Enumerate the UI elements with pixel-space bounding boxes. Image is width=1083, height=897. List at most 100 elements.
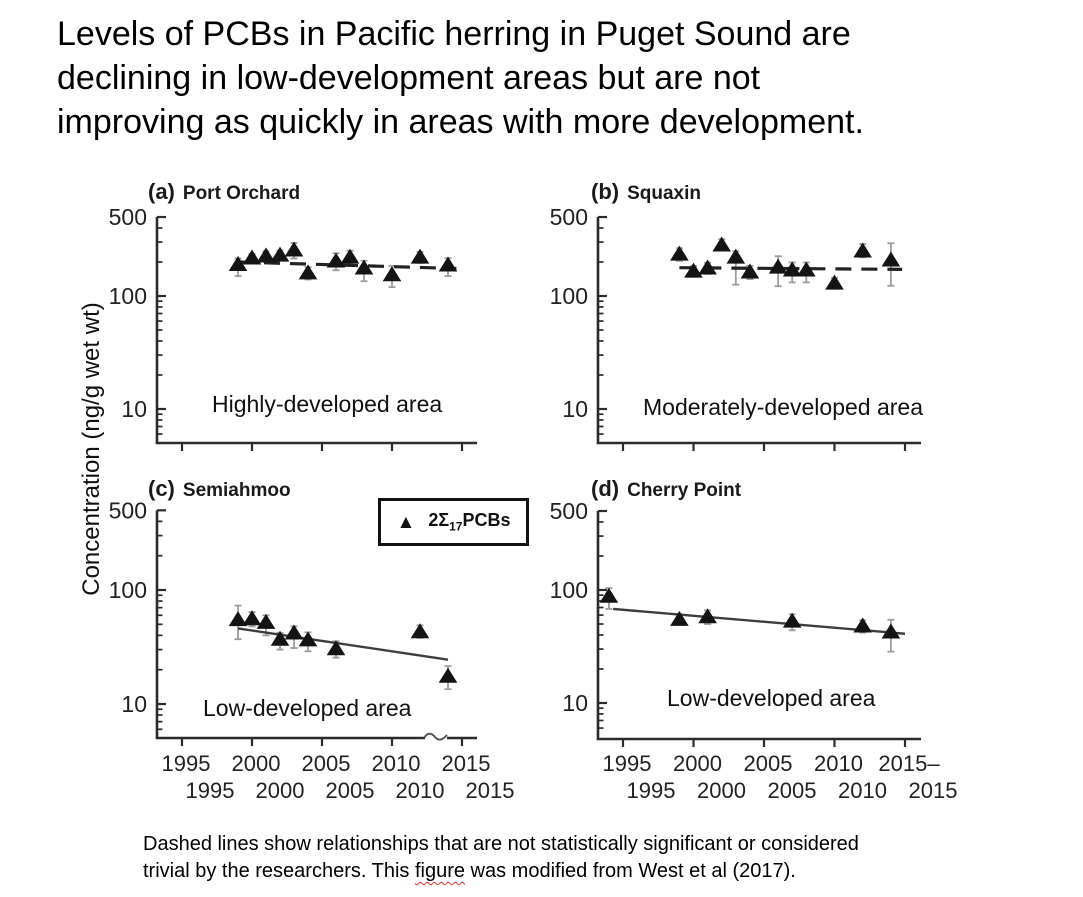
x-tick-label-row1: 1995: [603, 751, 652, 776]
data-point-triangle: [410, 248, 430, 264]
data-point-triangle: [797, 261, 816, 277]
data-point-triangle: [284, 241, 304, 257]
data-point-triangle: [382, 266, 402, 282]
data-point-triangle: [853, 242, 872, 258]
data-point-triangle: [256, 247, 276, 263]
data-point-triangle: [670, 245, 689, 261]
legend-label-suffix: PCBs: [462, 510, 511, 531]
data-point-triangle: [438, 256, 458, 272]
panel-b-chart: 500 100 10: [550, 204, 921, 451]
x-tick-label-row1: 2010: [814, 751, 863, 776]
data-point-triangle: [298, 264, 318, 280]
data-point-triangle: [853, 617, 872, 633]
data-point-triangle: [270, 630, 290, 646]
legend-label-prefix: 2Σ: [428, 510, 450, 531]
data-point-triangle: [782, 261, 802, 277]
y-tick-label: 500: [109, 497, 147, 523]
data-point-triangle: [228, 256, 248, 272]
trend-line-solid: [237, 627, 449, 661]
x-tick-label-row2: 2010: [838, 778, 887, 803]
panel-c-area-label: Low-developed area: [203, 695, 412, 721]
x-tick-label-row2: 1995: [627, 778, 676, 803]
x-tick-label-row2: 2010: [396, 778, 445, 803]
panel-a-site: Port Orchard: [182, 183, 301, 204]
axis-break-mark: [423, 732, 448, 741]
panel-b-area-label: Moderately-developed area: [643, 394, 924, 420]
filled-triangle-icon: ▲: [396, 511, 416, 533]
data-point-triangle: [684, 262, 703, 278]
data-point-triangle: [740, 263, 760, 279]
x-tick-label-row2: 2000: [256, 778, 305, 803]
x-tick-label-row1: 2015: [442, 751, 491, 776]
data-point-triangle: [242, 610, 262, 626]
data-point-triangle: [270, 246, 290, 262]
panel-d-area-label: Low-developed area: [667, 685, 876, 711]
panel-c-site: Semiahmoo: [182, 480, 291, 501]
data-point-triangle: [881, 251, 901, 267]
page-title: Levels of PCBs in Pacific herring in Pug…: [57, 12, 1037, 144]
panel-d-tag: (d): [591, 476, 620, 501]
trend-line-dashed: [237, 260, 457, 271]
data-point-triangle: [881, 623, 901, 639]
legend-label: 2Σ17PCBs: [428, 510, 510, 534]
panel-c-title: (c) Semiahmoo: [148, 476, 291, 502]
x-tick-label-row1: 2010: [372, 751, 421, 776]
data-point-triangle: [354, 259, 374, 275]
x-tick-label-row1: 1995: [162, 751, 211, 776]
data-point-triangle: [726, 248, 746, 264]
legend-label-subscript: 17: [449, 519, 463, 534]
panel-a-area-label: Highly-developed area: [212, 391, 443, 417]
panel-a-tag: (a): [148, 179, 175, 204]
panel-d-title: (d) Cherry Point: [591, 476, 741, 502]
y-tick-label: 100: [109, 577, 147, 603]
x-tick-label-row2: 2000: [697, 778, 746, 803]
panel-b-site: Squaxin: [627, 183, 701, 204]
y-tick-label: 500: [550, 204, 588, 230]
data-point-triangle: [340, 248, 360, 264]
x-tick-label-row2: 2015: [466, 778, 515, 803]
caption-line-1: Dashed lines show relationships that are…: [143, 833, 859, 855]
y-axis-title: Concentration (ng/g wet wt): [78, 302, 105, 596]
panel-d-site: Cherry Point: [627, 480, 742, 501]
data-point-triangle: [825, 274, 844, 290]
x-tick-label-row2: 2015: [909, 778, 958, 803]
data-point-triangle: [438, 667, 458, 683]
y-tick-label: 10: [562, 396, 588, 422]
x-tick-label-row1: 2005: [302, 751, 351, 776]
spellcheck-underline-word: figure: [414, 860, 465, 882]
panel-a-title: (a) Port Orchard: [148, 179, 300, 205]
x-tick-label-row2: 2005: [768, 778, 817, 803]
data-point-triangle: [410, 623, 430, 639]
data-point-triangle: [698, 259, 717, 275]
data-point-triangle: [712, 236, 731, 252]
y-tick-label: 100: [550, 283, 588, 309]
y-tick-label: 500: [550, 498, 588, 524]
x-tick-label-row1: 2000: [673, 751, 722, 776]
x-tick-label-row1: 2005: [744, 751, 793, 776]
title-line-2: declining in low-development areas but a…: [57, 59, 761, 97]
x-tick-label-row2: 2005: [326, 778, 375, 803]
y-tick-label: 100: [109, 283, 147, 309]
panel-d-chart: 500 100 10: [550, 498, 921, 747]
data-point-triangle: [256, 613, 276, 629]
data-point-triangle: [782, 612, 802, 628]
data-point-triangle: [599, 587, 619, 603]
title-line-1: Levels of PCBs in Pacific herring in Pug…: [57, 15, 851, 53]
figure-caption: Dashed lines show relationships that are…: [143, 831, 973, 885]
data-point-triangle: [228, 611, 248, 627]
panel-b-tag: (b): [591, 179, 620, 204]
caption-line-2: trivial by the researchers. This figure …: [143, 860, 796, 882]
x-tick-label-row1: 2000: [232, 751, 281, 776]
data-point-triangle: [284, 624, 304, 640]
data-point-triangle: [242, 249, 262, 265]
x-tick-label-row2: 1995: [186, 778, 235, 803]
data-point-triangle: [326, 640, 346, 656]
panel-c-tag: (c): [148, 476, 175, 501]
y-tick-label: 10: [562, 690, 588, 716]
panel-c-chart: 500 100 10: [109, 497, 477, 746]
data-point-triangle: [298, 631, 318, 647]
data-point-triangle: [670, 610, 689, 626]
